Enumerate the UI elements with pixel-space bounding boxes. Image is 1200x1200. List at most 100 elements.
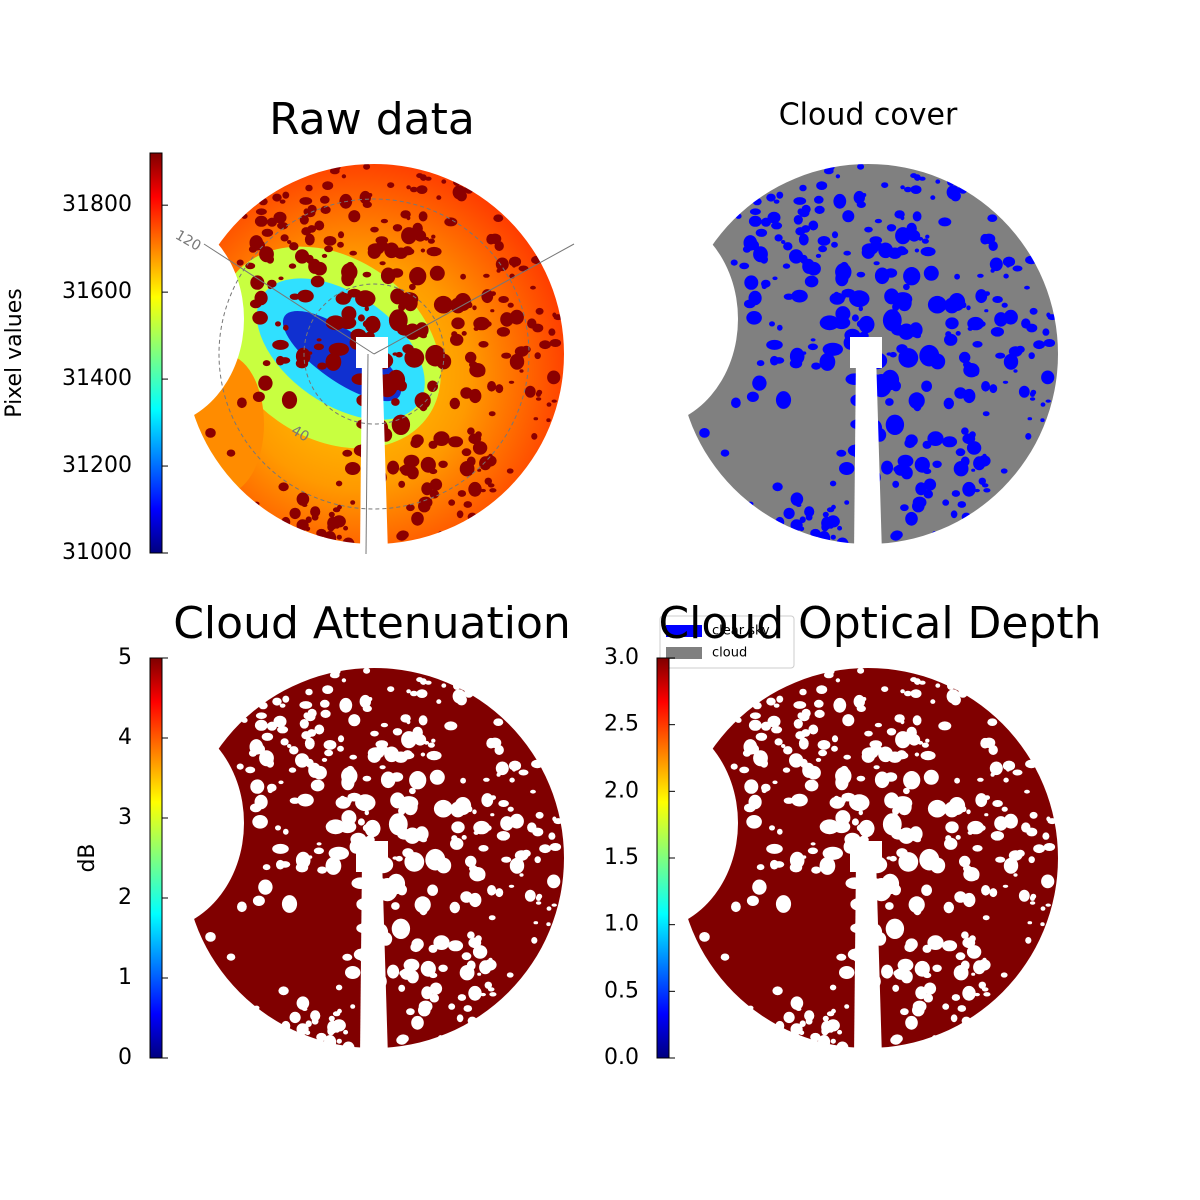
cloud-blob bbox=[206, 250, 217, 262]
cloud-blob bbox=[420, 456, 436, 473]
cloud-blob bbox=[451, 821, 465, 834]
cloud-blob bbox=[448, 499, 456, 506]
cloud-blob bbox=[752, 879, 767, 895]
cloud-blob bbox=[793, 197, 807, 205]
cloud-blob bbox=[341, 270, 355, 287]
cloud-blob bbox=[398, 302, 406, 312]
cloud-blob bbox=[245, 262, 256, 270]
colorbar-tick-label: 1.0 bbox=[604, 912, 639, 937]
cloud-blob bbox=[1015, 345, 1025, 353]
cloud-blob bbox=[720, 449, 730, 457]
cloud-blob bbox=[314, 220, 325, 231]
cloud-blob bbox=[713, 254, 719, 260]
cloud-blob bbox=[506, 468, 514, 474]
cloud-blob bbox=[731, 397, 741, 409]
cloud-blob bbox=[427, 380, 438, 392]
cloud-blob bbox=[398, 806, 406, 816]
cloud-blob bbox=[187, 860, 196, 866]
cloud-blob bbox=[335, 796, 351, 809]
cloud-blob bbox=[881, 964, 894, 979]
colorbar-tick-label: 3 bbox=[118, 805, 132, 830]
sky-image bbox=[180, 666, 566, 1055]
cloud-blob bbox=[810, 338, 816, 342]
cloud-blob bbox=[826, 507, 835, 513]
cloud-blob bbox=[250, 779, 265, 794]
cloud-blob bbox=[305, 184, 313, 192]
cloud-blob bbox=[460, 273, 466, 280]
cloud-blob bbox=[891, 828, 906, 840]
cloud-blob bbox=[730, 763, 738, 770]
cloud-blob bbox=[919, 176, 926, 181]
cloud-blob bbox=[904, 942, 916, 953]
cloud-blob bbox=[325, 819, 346, 835]
cloud-blob bbox=[348, 714, 361, 727]
cloud-blob bbox=[897, 958, 914, 972]
cloud-blob bbox=[312, 261, 327, 276]
cloud-blob bbox=[531, 759, 544, 769]
cloud-blob bbox=[370, 730, 379, 737]
cloud-blob bbox=[822, 1015, 829, 1022]
cloud-blob bbox=[459, 461, 475, 477]
cloud-blob bbox=[313, 847, 324, 855]
cloud-blob bbox=[546, 906, 552, 911]
cloud-blob bbox=[810, 528, 821, 538]
cloud-blob bbox=[427, 238, 435, 244]
cloud-blob bbox=[923, 769, 939, 785]
cloud-blob bbox=[359, 694, 371, 709]
cloud-blob bbox=[781, 240, 786, 244]
cloud-blob bbox=[1001, 806, 1008, 812]
cloud-blob bbox=[892, 806, 900, 816]
cloud-blob bbox=[357, 314, 365, 322]
cloud-blob bbox=[909, 826, 923, 842]
cloud-blob bbox=[983, 488, 991, 493]
cloud-blob bbox=[893, 292, 913, 307]
cloud-blob bbox=[830, 1038, 836, 1044]
cloud-blob bbox=[777, 828, 783, 835]
cloud-blob bbox=[416, 689, 428, 698]
cloud-blob bbox=[488, 957, 493, 963]
cloud-blob bbox=[990, 831, 1004, 841]
cloud-blob bbox=[409, 267, 427, 286]
cloud-blob bbox=[797, 998, 803, 1004]
cloud-blob bbox=[744, 779, 759, 794]
cloud-blob bbox=[295, 347, 311, 365]
cloud-blob bbox=[865, 352, 888, 370]
cloud-blob bbox=[814, 709, 825, 718]
cloud-blob bbox=[971, 972, 976, 976]
cloud-blob bbox=[720, 953, 730, 961]
cloud-blob bbox=[553, 818, 563, 825]
cloud-blob bbox=[858, 535, 871, 549]
cloud-blob bbox=[881, 182, 889, 189]
cloud-blob bbox=[853, 190, 865, 205]
cloud-blob bbox=[831, 735, 839, 743]
colorbar-tick-label: 0 bbox=[118, 1045, 132, 1070]
cloud-blob bbox=[723, 791, 729, 795]
legend-label: clear sky bbox=[712, 624, 770, 639]
cloud-blob bbox=[266, 759, 274, 768]
cloud-blob bbox=[880, 774, 885, 778]
cloud-blob bbox=[498, 296, 509, 303]
cloud-blob bbox=[828, 524, 834, 529]
cloud-blob bbox=[426, 246, 442, 257]
cloud-blob bbox=[195, 831, 206, 843]
cloud-blob bbox=[1000, 468, 1008, 474]
colorbar bbox=[149, 657, 163, 1059]
cloud-blob bbox=[806, 765, 821, 780]
cloud-blob bbox=[416, 185, 428, 195]
legend: clear sky cloud bbox=[659, 615, 795, 669]
cloud-blob bbox=[930, 353, 946, 370]
cloud-blob bbox=[713, 319, 719, 325]
cloud-blob bbox=[337, 231, 345, 239]
cloud-blob bbox=[365, 835, 375, 845]
cloud-blob bbox=[287, 744, 292, 748]
cloud-blob bbox=[850, 394, 868, 407]
cloud-blob bbox=[252, 815, 268, 829]
cloud-blob bbox=[706, 858, 713, 863]
cloud-blob bbox=[195, 327, 206, 339]
cloud-blob bbox=[908, 230, 921, 242]
colorbar-tick-label: 2 bbox=[118, 885, 132, 910]
cloud-blob bbox=[425, 176, 432, 181]
cloud-blob bbox=[299, 701, 313, 709]
cloud-blob bbox=[501, 856, 512, 863]
panel-title: Raw data bbox=[269, 94, 475, 145]
